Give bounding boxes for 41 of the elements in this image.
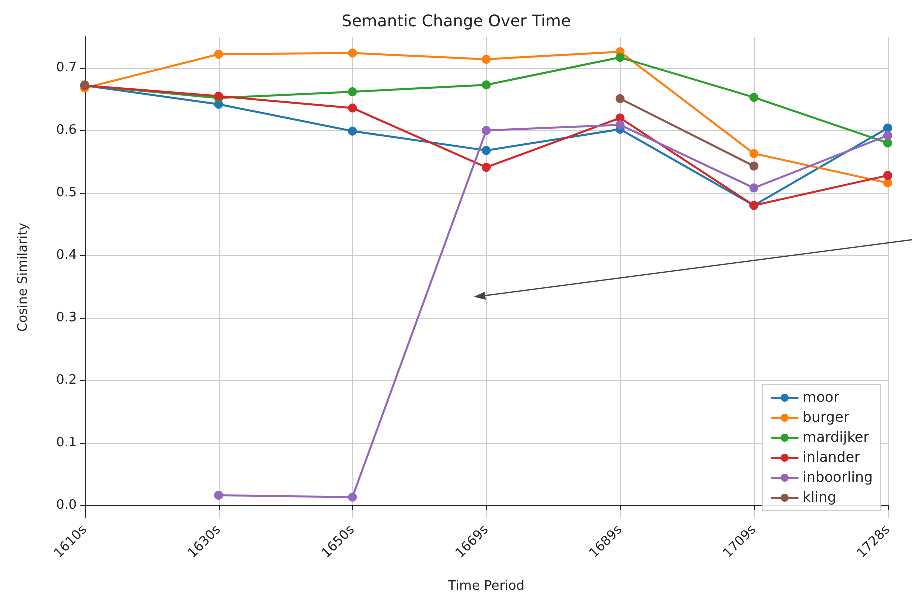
point: [884, 178, 892, 188]
legend-label: moor: [802, 390, 840, 406]
point: [750, 149, 759, 158]
point: [348, 104, 358, 113]
point: [616, 120, 625, 130]
y-tick-label: 0.1: [56, 436, 77, 451]
point: [214, 491, 224, 500]
y-axis-title: Cosine Similarity: [16, 222, 31, 332]
y-tick-label: 0.0: [56, 498, 77, 514]
point: [750, 184, 759, 193]
point: [884, 171, 892, 180]
point: [348, 87, 358, 96]
y-tick-label: 0.5: [56, 186, 77, 201]
point: [214, 50, 224, 59]
point: [482, 163, 491, 172]
point: [616, 94, 625, 104]
point: [750, 93, 759, 102]
point: [348, 48, 358, 58]
legend-label: inboorling: [802, 470, 874, 486]
point: [482, 146, 491, 156]
point: [348, 126, 358, 136]
point: [884, 124, 892, 133]
legend-label: kling: [802, 490, 837, 506]
point: [482, 54, 491, 64]
point: [884, 131, 892, 140]
y-tick-label: 0.2: [56, 373, 77, 388]
y-tick-label: 0.6: [56, 123, 77, 138]
point: [750, 162, 759, 171]
x-axis-title: Time Period: [447, 579, 525, 594]
y-tick-label: 0.3: [56, 310, 77, 326]
point: [884, 138, 892, 148]
y-tick-label: 0.7: [56, 60, 77, 76]
point: [616, 53, 625, 62]
legend-label: mardijker: [802, 430, 870, 446]
point: [482, 126, 491, 136]
point: [482, 80, 491, 90]
y-tick-label: 0.4: [56, 248, 77, 264]
legend-label: burger: [802, 410, 850, 426]
point: [348, 492, 358, 502]
chart-title: Semantic Change Over Time: [342, 12, 572, 30]
legend-label: inlander: [802, 450, 861, 466]
